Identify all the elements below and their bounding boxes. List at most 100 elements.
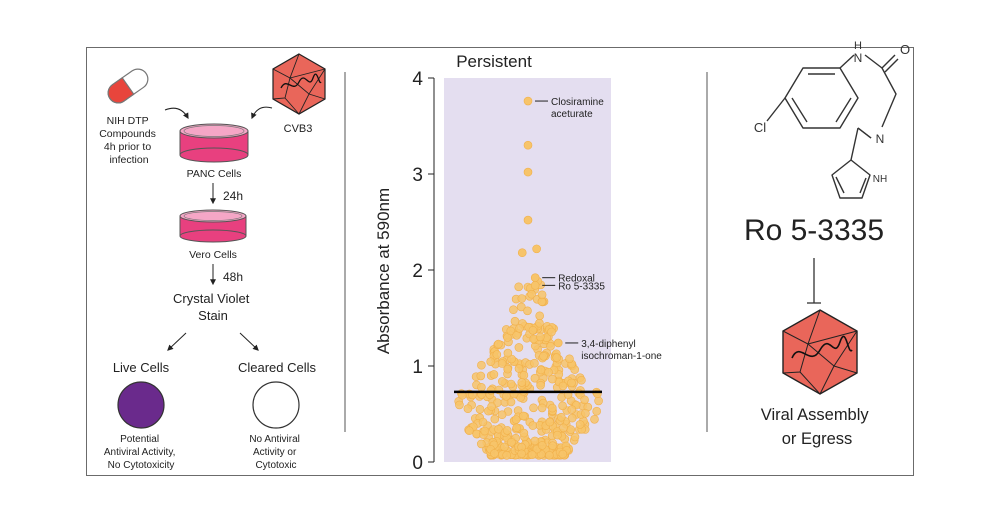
cleared-desc-line: Activity or — [253, 447, 297, 458]
data-point — [545, 417, 555, 427]
data-point — [519, 411, 528, 421]
atom-n2: N — [876, 132, 885, 146]
cleared-desc: No Antiviral Activity or Cytotoxic — [249, 434, 302, 471]
live-desc-line: No Cytotoxicity — [108, 460, 175, 471]
data-point — [527, 450, 537, 460]
data-point — [517, 449, 526, 459]
callout-label-line: Ro 5-3335 — [558, 281, 605, 292]
data-point — [510, 316, 520, 326]
data-point — [559, 423, 568, 433]
data-point — [547, 374, 557, 384]
data-point — [535, 311, 545, 321]
cleared-desc-line: Cytotoxic — [255, 460, 296, 471]
callout-label-line: 3,4-diphenyl — [581, 339, 635, 350]
data-point — [552, 353, 562, 362]
figure-frame — [86, 47, 914, 476]
data-point — [476, 371, 486, 381]
effect-label-line: or Egress — [782, 430, 853, 448]
chart-panel: Persistent Absorbance at 590nm 0 1 2 3 4 Clo… — [374, 52, 662, 474]
arrow-virus-to-dish — [251, 106, 273, 120]
callout-label: Ro 5-3335 — [558, 281, 605, 292]
data-point — [490, 414, 500, 424]
compounds-label-line: NIH DTP — [107, 115, 149, 127]
data-point — [476, 439, 486, 449]
callout-label: 3,4-diphenyl isochroman-1-one — [581, 339, 662, 362]
callout-label: Redoxal — [558, 274, 595, 285]
data-point — [511, 415, 521, 424]
data-point — [486, 357, 496, 367]
step1-time: 24h — [223, 189, 243, 203]
data-point — [556, 412, 566, 422]
atom-cl: Cl — [754, 120, 766, 135]
data-point — [517, 294, 527, 303]
data-point — [492, 350, 502, 359]
y-tick-label: 0 — [412, 453, 423, 474]
callout-label-line: aceturate — [551, 109, 593, 120]
data-point — [594, 396, 603, 406]
data-point — [567, 405, 577, 414]
data-point — [487, 402, 496, 411]
callout-label: Closiramine aceturate — [551, 97, 604, 120]
data-point — [536, 365, 546, 375]
data-point — [501, 391, 511, 401]
data-point — [517, 378, 527, 387]
data-point — [547, 403, 557, 413]
cleared-title: Cleared Cells — [238, 360, 317, 375]
data-point — [516, 302, 526, 312]
data-point — [547, 327, 556, 337]
compounds-label-line: Compounds — [99, 128, 156, 140]
data-point — [565, 354, 574, 364]
data-point — [545, 450, 554, 460]
capsule-icon — [107, 68, 149, 104]
y-axis-ticks: 0 1 2 3 4 — [412, 69, 434, 474]
data-point — [506, 397, 516, 407]
data-point — [528, 421, 538, 430]
data-point — [489, 370, 499, 379]
data-point — [464, 426, 474, 436]
live-desc-line: Antiviral Activity, — [104, 447, 176, 458]
compounds-label-line: infection — [109, 154, 148, 166]
highlighted-point — [523, 215, 533, 225]
data-point — [553, 430, 562, 440]
data-point — [567, 413, 577, 423]
data-point — [548, 441, 558, 451]
highlighted-point — [517, 248, 527, 258]
data-point — [536, 380, 545, 390]
virus-icon — [272, 53, 326, 115]
live-desc: Potential Antiviral Activity, No Cytotox… — [104, 434, 178, 471]
data-point — [509, 305, 518, 315]
highlighted-point — [530, 281, 540, 290]
compound-name: Ro 5-3335 — [744, 214, 884, 247]
data-point — [537, 441, 547, 450]
highlighted-point — [523, 167, 533, 177]
data-point — [570, 432, 580, 442]
data-point — [497, 359, 507, 368]
data-point — [535, 318, 544, 328]
compounds-label-line: 4h prior to — [104, 141, 151, 153]
data-point — [502, 426, 512, 435]
data-point — [500, 442, 509, 452]
highlighted-point — [523, 140, 533, 150]
inhibition-symbol — [807, 258, 821, 304]
data-point — [567, 378, 576, 388]
data-point — [502, 450, 512, 460]
y-axis-label: Absorbance at 590nm — [374, 188, 393, 354]
panc-label: PANC Cells — [187, 168, 242, 180]
data-point — [514, 343, 524, 352]
virus-large-icon — [782, 309, 858, 395]
data-point — [528, 325, 538, 335]
data-point — [497, 410, 507, 420]
vero-dish-icon — [179, 209, 247, 243]
data-point — [581, 408, 590, 418]
data-point — [494, 339, 503, 349]
data-point — [514, 282, 524, 292]
effect-label-line: Viral Assembly — [761, 406, 870, 424]
data-point — [580, 395, 589, 405]
data-point — [527, 289, 536, 299]
data-point — [515, 324, 524, 333]
data-point — [455, 400, 464, 410]
data-point — [512, 423, 522, 433]
highlighted-point — [530, 273, 540, 282]
